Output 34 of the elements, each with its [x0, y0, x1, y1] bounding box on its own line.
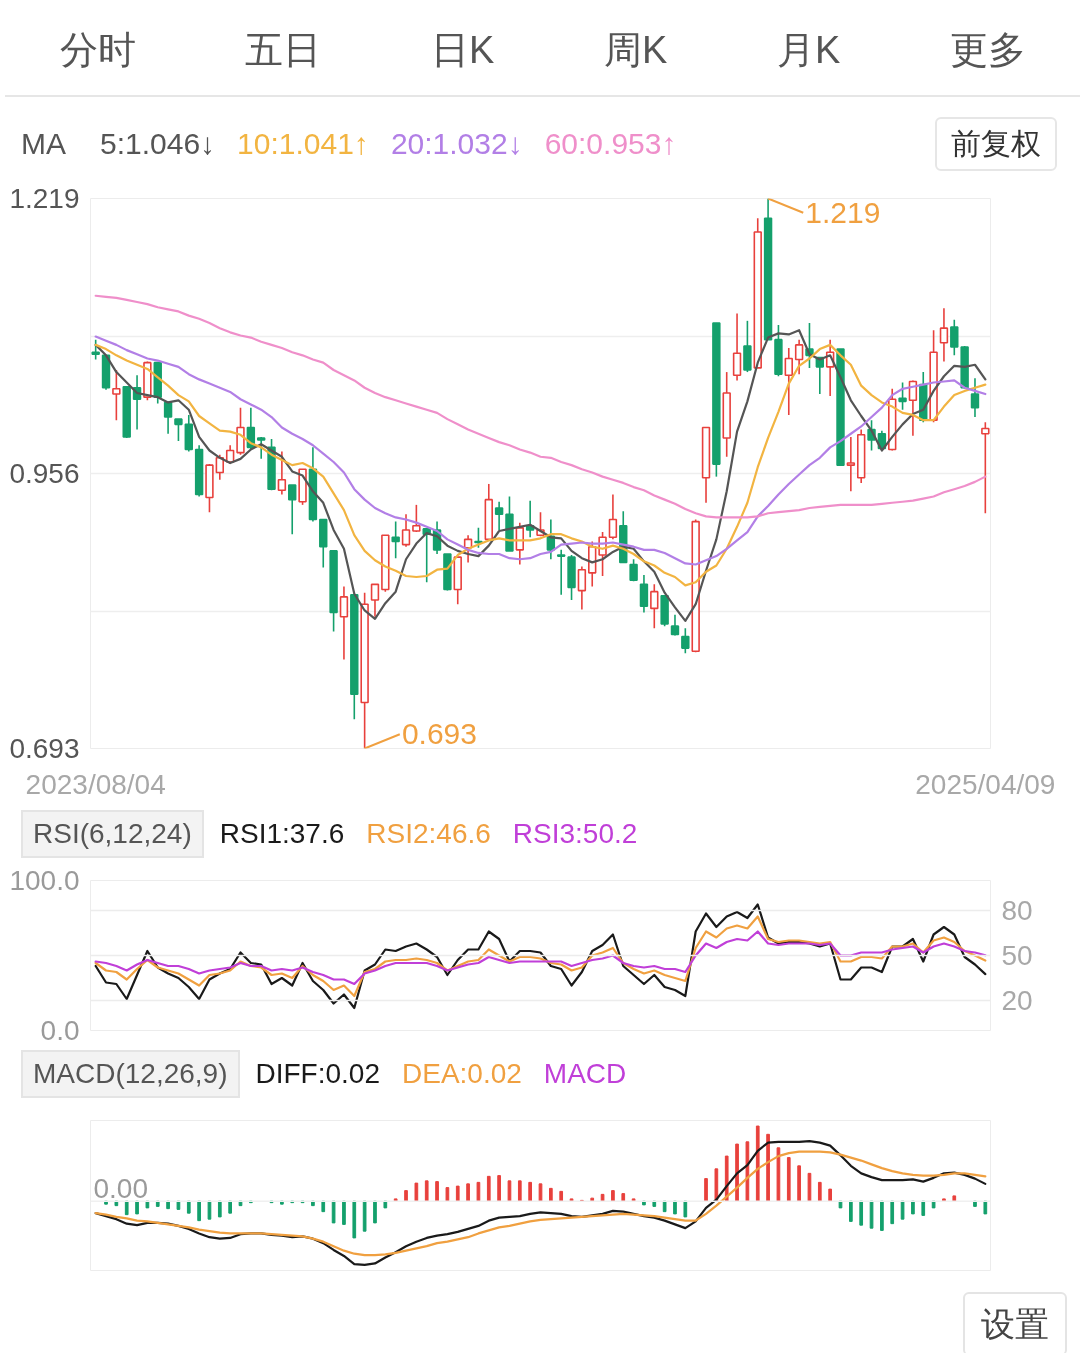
text: 五日 — [245, 27, 322, 73]
text: 前复权 — [935, 116, 1057, 172]
text: 周K — [604, 27, 668, 73]
y-tick-label: 1.219 — [9, 183, 80, 214]
text: RSI1:37.6 — [219, 817, 345, 851]
text: RSI3:50.2 — [512, 817, 638, 851]
text: 10:1.041↑ — [237, 125, 369, 162]
text: RSI2:46.6 — [366, 817, 491, 851]
y2-tick-label: 50 — [1001, 940, 1033, 971]
y-tick-label: 100.0 — [9, 865, 80, 896]
annotation: 0.693 — [401, 717, 477, 751]
text: 60:0.953↑ — [544, 125, 677, 162]
chart-title: MACD(12,26,9) — [21, 1050, 240, 1098]
y-tick-label: 0.956 — [9, 458, 80, 489]
text: 设置 — [963, 1291, 1067, 1353]
ref-line-label: 0.00 — [93, 1173, 148, 1205]
text: 20:1.032↓ — [390, 125, 523, 162]
text: 日K — [431, 27, 495, 73]
annotation: 1.219 — [805, 195, 881, 229]
chart-title: RSI(6,12,24) — [21, 810, 204, 858]
text: DIFF:0.02 — [255, 1057, 380, 1091]
text: 更多 — [950, 27, 1027, 73]
x-tick-label: 2023/08/04 — [25, 768, 166, 800]
y2-tick-label: 80 — [1001, 895, 1033, 926]
text: MACD — [543, 1057, 627, 1091]
text: DEA:0.02 — [402, 1057, 522, 1091]
y-tick-label: 0.693 — [9, 733, 80, 764]
y2-tick-label: 20 — [1001, 985, 1033, 1016]
legend-title: MA — [21, 125, 66, 162]
text: 5:1.046↓ — [100, 125, 216, 162]
y-tick-label: 0.0 — [40, 1015, 80, 1046]
text: 分时 — [59, 27, 136, 73]
text: 月K — [777, 27, 841, 73]
x-tick-label: 2025/04/09 — [915, 768, 1056, 800]
